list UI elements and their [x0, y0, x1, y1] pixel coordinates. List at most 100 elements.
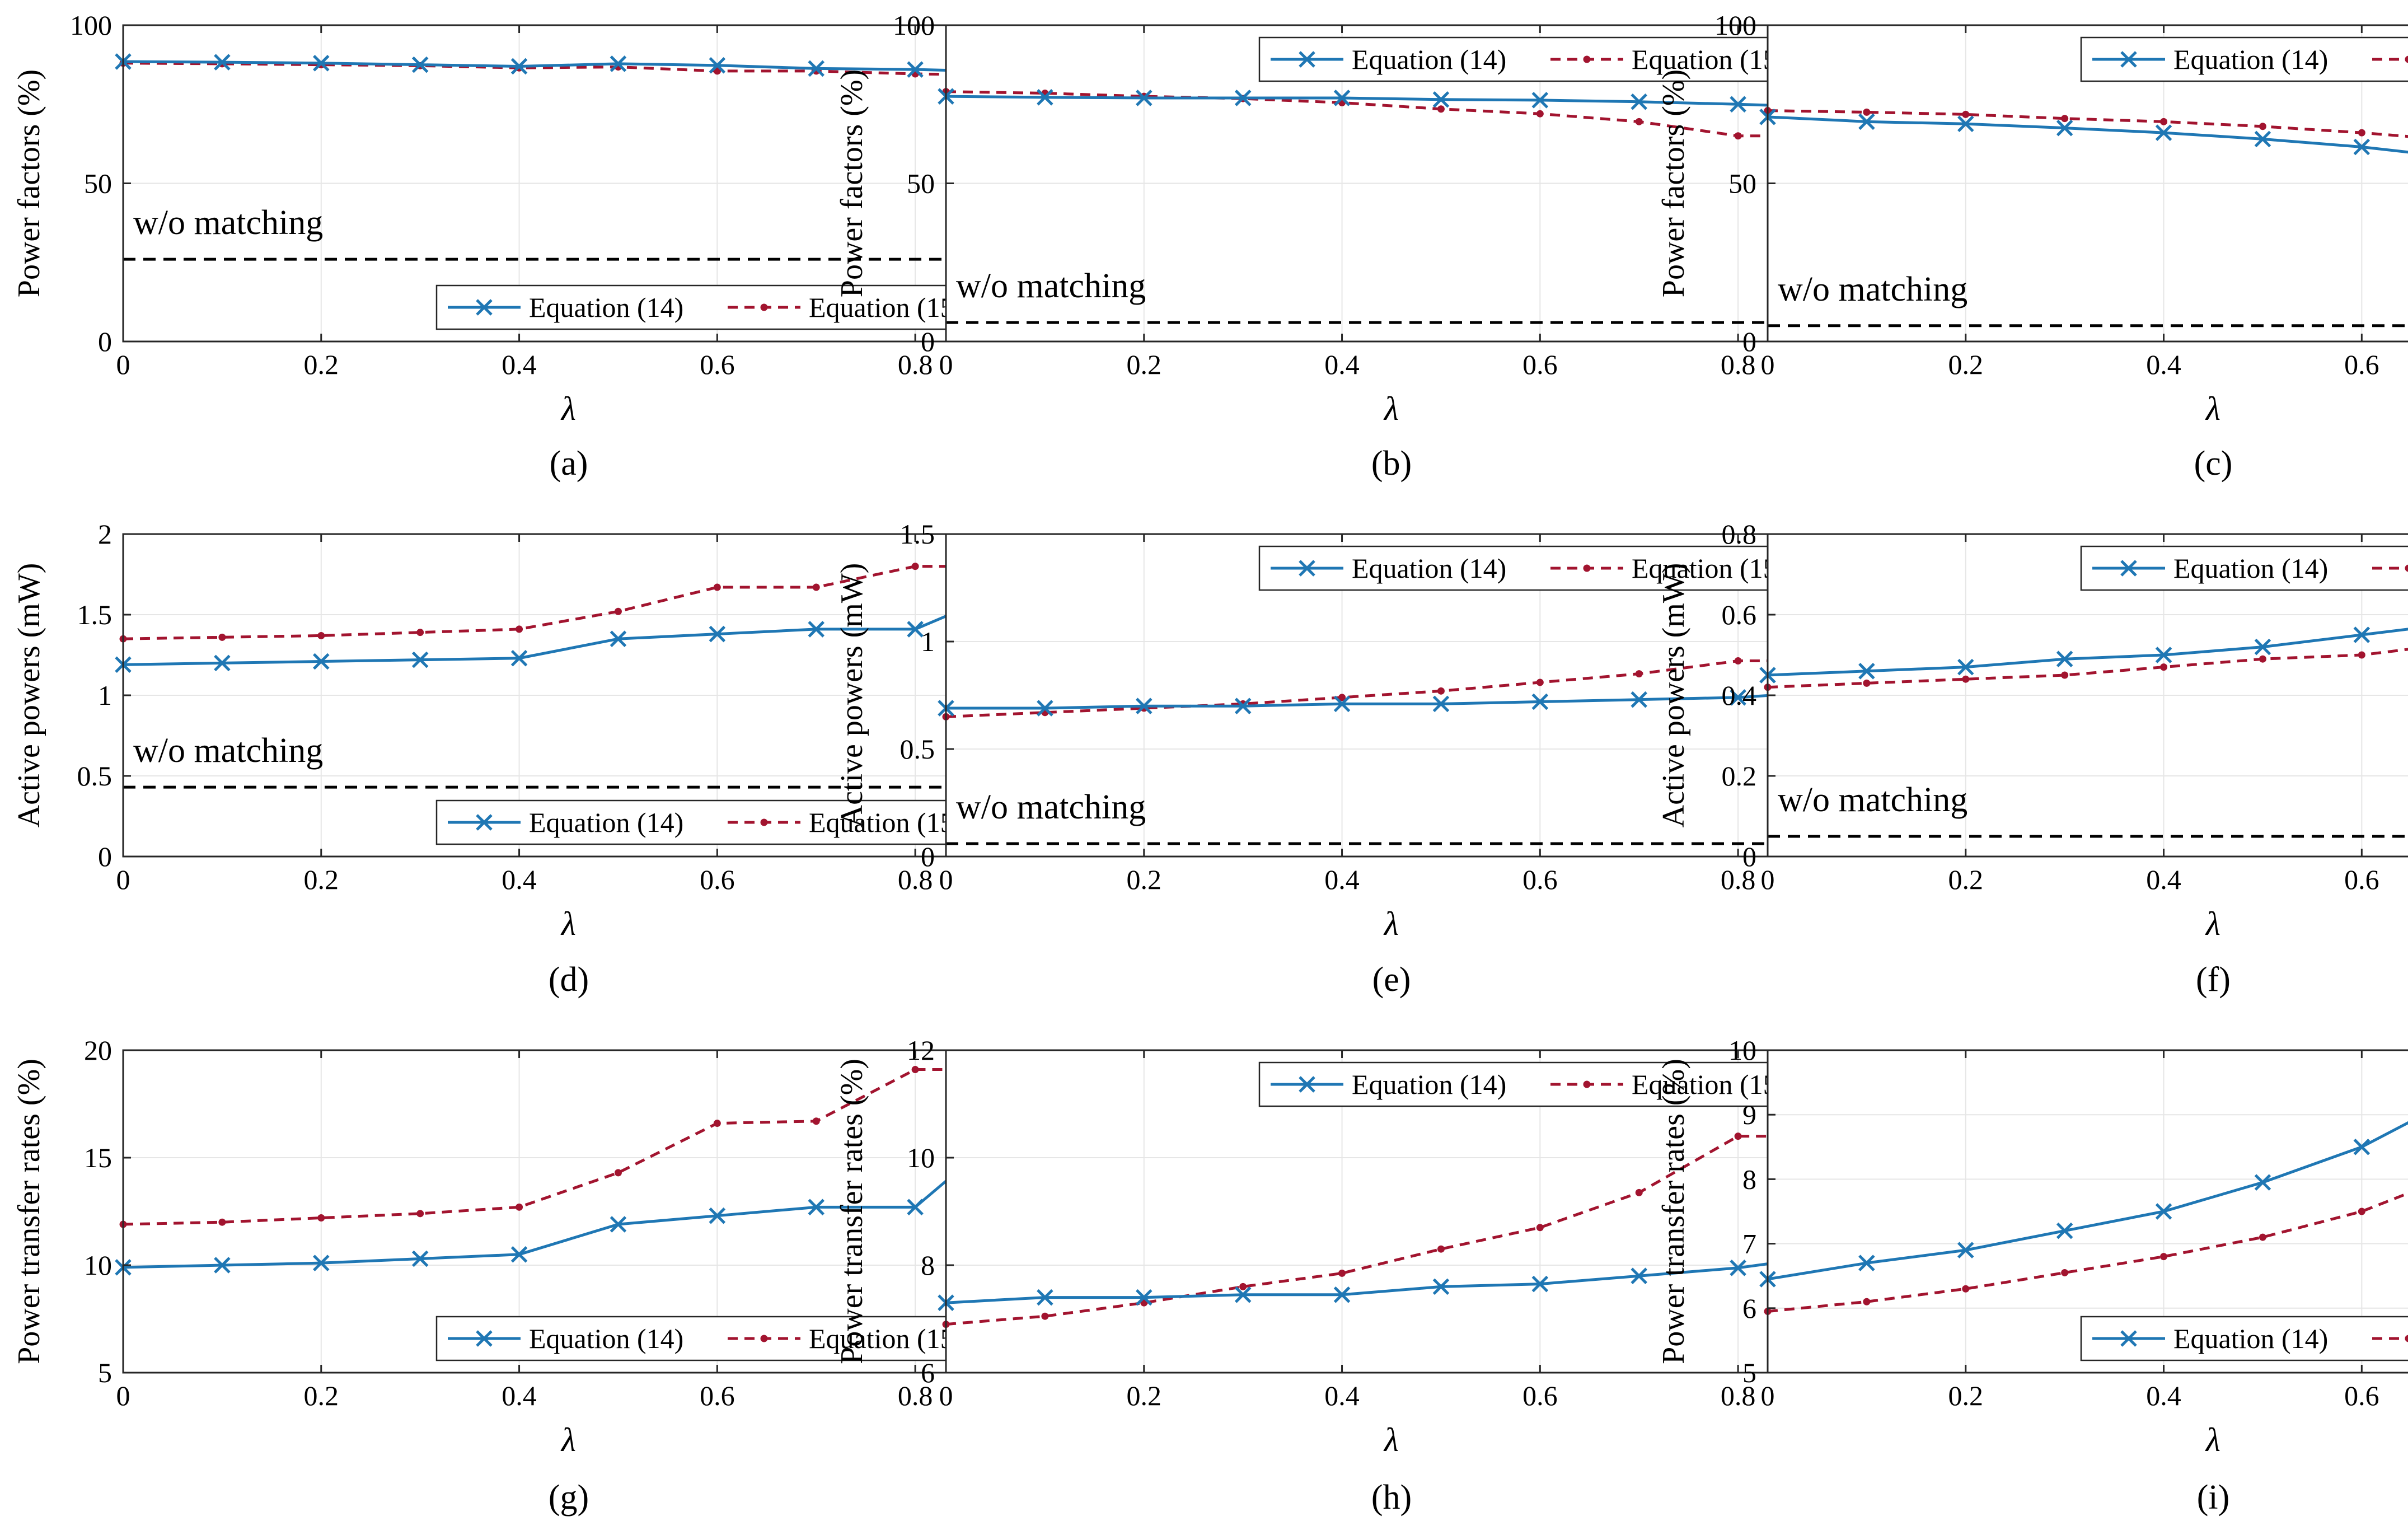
- legend-marker-eq14: [476, 1330, 493, 1347]
- marker-eq14-point: [709, 1207, 726, 1224]
- marker-eq14-point: [1631, 93, 1647, 110]
- panel-caption: (c): [2194, 444, 2233, 483]
- x-tick-label: 0.6: [2344, 864, 2379, 895]
- y-tick-label: 1.5: [900, 518, 935, 550]
- marker-eq15-point: [2259, 1233, 2266, 1241]
- x-tick-label: 0.2: [304, 1380, 339, 1411]
- legend-box: [1258, 1061, 1826, 1107]
- marker-eq14-point: [2056, 119, 2073, 137]
- marker-eq14-point: [2254, 1174, 2271, 1191]
- marker-eq14-point: [2056, 650, 2073, 667]
- marker-eq15-point: [1338, 1269, 1346, 1277]
- panel-c: w/o matching 0 0.2 0.4 0.6 0.80 50 100 λ Power fa…: [1656, 10, 2408, 483]
- series-line-eq14: [1767, 115, 2408, 154]
- x-tick-label: 0.8: [898, 349, 933, 380]
- marker-eq15-point: [317, 631, 325, 639]
- marker-eq14-point: [1957, 115, 1974, 133]
- y-axis-label: Active powers (mW): [1656, 563, 1691, 828]
- marker-eq15-point: [911, 563, 919, 570]
- marker-eq15-point: [1536, 110, 1544, 118]
- marker-eq15-point: [516, 1203, 523, 1211]
- legend-box: [435, 799, 1003, 845]
- y-tick-label: 50: [907, 168, 935, 199]
- marker-eq14-point: [1333, 90, 1351, 106]
- marker-eq15-point: [1437, 687, 1445, 695]
- legend: Equation (14)Equation (15): [1258, 545, 1826, 591]
- marker-eq14-point: [1531, 92, 1549, 109]
- marker-eq14-point: [214, 654, 231, 672]
- marker-eq14-point: [510, 58, 528, 75]
- marker-eq14-point: [1957, 658, 1974, 676]
- legend: Equation (14)Equation (15): [2080, 545, 2408, 591]
- marker-eq14-point: [1858, 663, 1875, 680]
- legend-marker-eq15: [760, 303, 768, 311]
- panel-caption: (e): [1372, 961, 1411, 999]
- marker-eq15-point: [2259, 123, 2266, 130]
- series-line-eq14: [123, 586, 1015, 666]
- legend-label-eq14: Equation (14): [1352, 1069, 1506, 1100]
- y-tick-label: 9: [1742, 1099, 1756, 1130]
- legend-label-eq14: Equation (14): [2173, 44, 2328, 75]
- x-tick-label: 0.4: [502, 1380, 537, 1411]
- marker-eq15-point: [1338, 694, 1346, 701]
- baseline-label: w/o matching: [1778, 781, 1967, 819]
- legend-marker-eq14: [1299, 51, 1315, 68]
- marker-eq15-point: [713, 67, 721, 75]
- marker-eq14-point: [610, 55, 627, 72]
- series-line-eq14: [1767, 1121, 2408, 1281]
- marker-eq15-point: [713, 1120, 721, 1127]
- marker-eq15-point: [516, 625, 523, 633]
- x-tick-label: 0.2: [1948, 864, 1984, 895]
- x-axis-label: λ: [1383, 1421, 1399, 1458]
- marker-eq14-point: [709, 625, 726, 643]
- marker-eq15-point: [1041, 1312, 1049, 1320]
- x-tick-label: 0.4: [1324, 349, 1360, 380]
- marker-eq14-point: [1234, 1286, 1252, 1303]
- series-line-eq14: [945, 95, 1838, 109]
- x-tick-label: 0.2: [1127, 864, 1162, 895]
- marker-eq15-point: [1635, 1188, 1643, 1196]
- marker-eq14-point: [1234, 90, 1252, 106]
- legend-label-eq15: Equation (15): [809, 807, 963, 838]
- marker-eq14-point: [1432, 1278, 1450, 1295]
- marker-eq14-point: [2155, 124, 2172, 141]
- legend-label-eq15: Equation (15): [809, 1323, 963, 1354]
- legend-marker-eq15: [760, 818, 768, 826]
- x-tick-label: 0.6: [700, 864, 735, 895]
- legend-marker-eq14: [2120, 1330, 2137, 1347]
- baseline-label: w/o matching: [1778, 270, 1967, 308]
- marker-eq14-point: [907, 621, 924, 638]
- marker-eq15-point: [1962, 675, 1970, 683]
- x-tick-label: 0.2: [304, 349, 339, 380]
- y-tick-label: 100: [1714, 10, 1756, 41]
- y-tick-label: 15: [84, 1142, 112, 1173]
- x-tick-label: 0: [1761, 1380, 1775, 1411]
- legend-label-eq15: Equation (15): [1632, 1069, 1786, 1100]
- y-tick-label: 20: [84, 1035, 112, 1066]
- legend: Equation (14)Equation (15): [2080, 1316, 2408, 1361]
- legend-label-eq14: Equation (14): [1352, 44, 1506, 75]
- marker-eq14-point: [2353, 626, 2370, 643]
- y-axis-label: Active powers (mW): [12, 563, 46, 828]
- marker-eq15-point: [1437, 1245, 1445, 1253]
- legend-box: [1258, 545, 1826, 591]
- marker-eq15-point: [713, 583, 721, 591]
- legend: Equation (14)Equation (15): [435, 284, 1003, 330]
- series-line-eq15: [1767, 648, 2408, 689]
- marker-eq14-point: [510, 1246, 528, 1263]
- marker-eq14-point: [610, 1216, 627, 1233]
- series-line-eq14: [123, 60, 1015, 74]
- marker-eq14-point: [1858, 1255, 1875, 1271]
- marker-eq14-point: [411, 651, 429, 668]
- legend: Equation (14) Equation (15): [1258, 1061, 1826, 1107]
- x-tick-label: 0.8: [898, 1380, 933, 1411]
- marker-eq15-point: [1734, 1132, 1742, 1140]
- panel-caption: (g): [549, 1478, 589, 1517]
- x-tick-label: 0.2: [1127, 1380, 1162, 1411]
- legend-marker-eq15: [1583, 1080, 1591, 1088]
- axes-box: [1767, 1049, 2408, 1374]
- marker-eq14-point: [1730, 1260, 1746, 1276]
- marker-eq14-point: [808, 1199, 824, 1216]
- legend-box: [435, 284, 1003, 330]
- legend-marker-eq14: [1299, 1076, 1315, 1093]
